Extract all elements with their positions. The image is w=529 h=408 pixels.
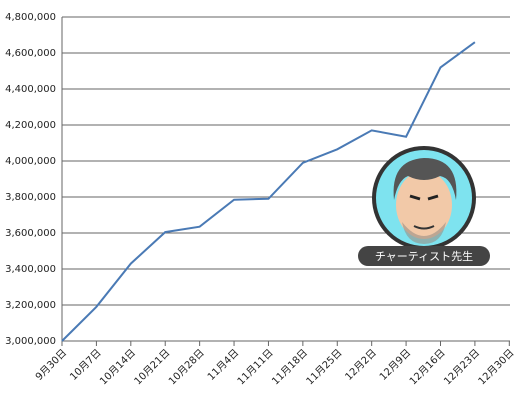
y-tick-label: 4,200,000 [5,120,56,131]
y-tick-label: 3,800,000 [5,192,56,203]
x-tick-label: 10月21日 [132,347,173,388]
x-tick-label: 11月11日 [235,347,276,388]
x-tick-label: 12月9日 [377,347,413,383]
x-tick-label: 11月4日 [205,347,241,383]
y-tick-label: 4,600,000 [5,48,56,59]
avatar: チャーティスト先生 [358,146,490,266]
x-tick-label: 10月7日 [68,347,104,383]
y-tick-label: 3,600,000 [5,228,56,239]
x-tick-label: 10月14日 [97,347,138,388]
x-tick-label: 12月23日 [442,347,483,388]
x-tick-label: 9月30日 [33,347,69,383]
x-tick-label: 12月30日 [476,347,517,388]
x-tick-label: 12月16日 [407,347,448,388]
x-tick-label: 11月25日 [304,347,345,388]
series-line [61,41,476,342]
y-tick-label: 4,000,000 [5,156,56,167]
y-tick-label: 4,400,000 [5,84,56,95]
annotation: チャーティスト先生 [375,249,473,263]
y-tick-label: 3,000,000 [5,336,56,347]
x-tick-label: 10月28日 [166,347,207,388]
y-tick-label: 4,800,000 [5,12,56,23]
x-tick-label: 11月18日 [269,347,310,388]
x-tick-label: 12月2日 [343,347,379,383]
y-tick-label: 3,200,000 [5,300,56,311]
y-tick-label: 3,400,000 [5,264,56,275]
